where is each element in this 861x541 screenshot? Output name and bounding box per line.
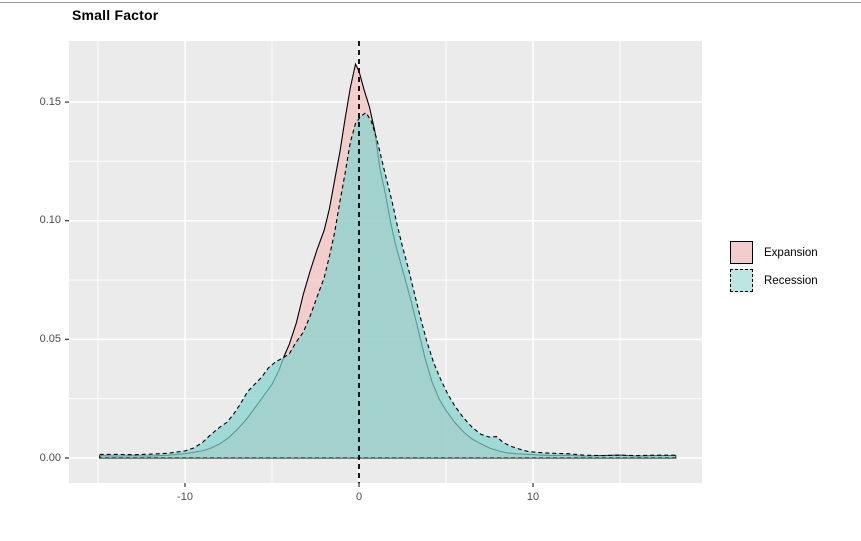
y-axis-tick-label: 0.00 [39,451,61,464]
x-axis-tick-label: 10 [526,491,540,503]
recession-swatch-icon [730,269,753,292]
legend: Expansion Recession [730,239,818,294]
expansion-swatch-icon [730,241,753,264]
legend-entry-expansion: Expansion [730,239,818,266]
chart-title: Small Factor [72,7,159,23]
x-axis-tick-label: 0 [355,491,363,503]
x-axis-tick-label: -10 [177,491,193,503]
y-axis-tick-label: 0.15 [39,95,61,108]
legend-label-recession: Recession [764,274,818,287]
recession-density-area [99,111,677,459]
y-axis-tick-label: 0.10 [39,214,61,227]
legend-label-expansion: Expansion [764,246,818,259]
legend-entry-recession: Recession [730,267,818,294]
y-axis-tick-label: 0.05 [39,332,61,345]
top-border-line [0,2,861,3]
